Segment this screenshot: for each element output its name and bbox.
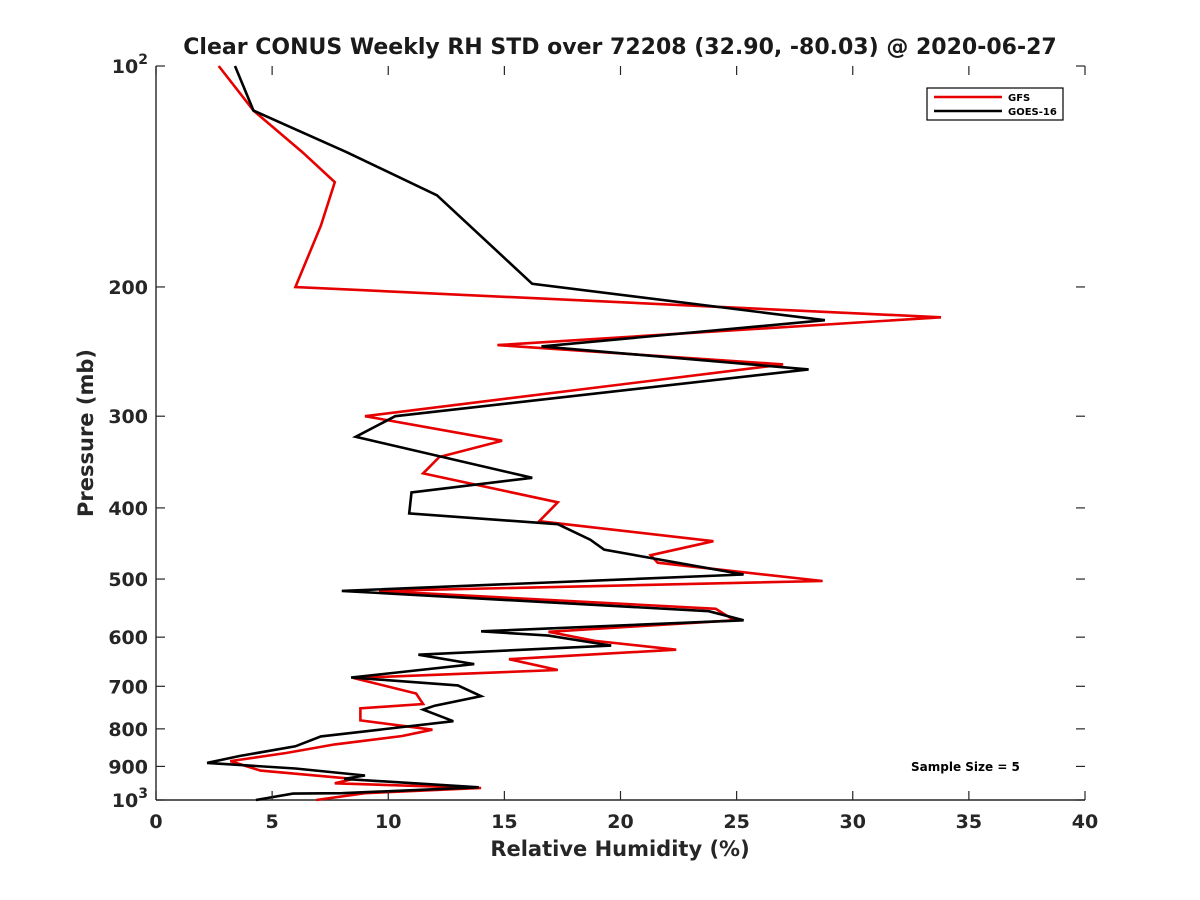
legend-label-gfs: GFS xyxy=(1008,93,1030,104)
x-tick-label: 0 xyxy=(149,811,162,833)
x-tick-label: 15 xyxy=(491,811,517,833)
x-tick-label: 5 xyxy=(266,811,279,833)
legend-label-goes16: GOES-16 xyxy=(1008,107,1057,118)
series-line-goes16 xyxy=(206,65,826,802)
x-tick-label: 35 xyxy=(956,811,982,833)
plot-area xyxy=(155,65,1085,802)
y-tick-label: 200 xyxy=(108,277,148,299)
legend: GFS GOES-16 xyxy=(926,87,1064,121)
y-axis-label: Pressure (mb) xyxy=(74,349,98,517)
y-tick-label: 103 xyxy=(112,786,148,812)
y-tick-label: 300 xyxy=(108,406,148,428)
chart-title: Clear CONUS Weekly RH STD over 72208 (32… xyxy=(183,35,1056,60)
sample-size-annotation: Sample Size = 5 xyxy=(911,760,1020,774)
y-tick-label: 900 xyxy=(108,756,148,778)
x-tick-label: 25 xyxy=(723,811,749,833)
x-axis-ticks: 0 5 10 15 20 25 30 35 40 xyxy=(149,66,1098,833)
x-tick-label: 40 xyxy=(1072,811,1098,833)
legend-box xyxy=(926,87,1064,121)
y-tick-label: 400 xyxy=(108,498,148,520)
y-tick-label: 500 xyxy=(108,569,148,591)
x-axis-label: Relative Humidity (%) xyxy=(490,837,749,861)
y-tick-label: 102 xyxy=(112,52,148,78)
x-tick-label: 30 xyxy=(840,811,866,833)
y-tick-label: 800 xyxy=(108,719,148,741)
series-group xyxy=(206,65,942,802)
y-tick-label: 600 xyxy=(108,627,148,649)
y-axis-ticks: 102 200 300 400 500 600 700 800 900 103 xyxy=(108,52,1085,812)
x-tick-label: 10 xyxy=(375,811,401,833)
y-tick-label: 700 xyxy=(108,676,148,698)
x-tick-label: 20 xyxy=(607,811,633,833)
series-line-gfs xyxy=(217,65,942,802)
